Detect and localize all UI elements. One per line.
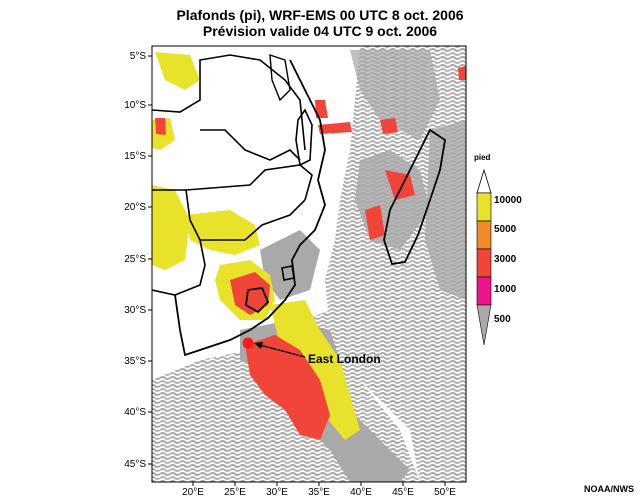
map-title-line2: Prévision valide 04 UTC 9 oct. 2006: [202, 23, 438, 39]
legend: pied 10000 5000 3000 1000 500: [474, 153, 522, 346]
lat-label: 15°S: [124, 151, 146, 162]
legend-swatch-500: [476, 304, 492, 346]
lat-label: 20°S: [124, 202, 146, 213]
red-area-comoros: [380, 118, 398, 134]
border-angola-zambia: [152, 54, 306, 151]
legend-label: 1000: [494, 284, 517, 295]
lake-malawi: [295, 108, 313, 167]
legend-label: 3000: [494, 254, 517, 265]
lat-axis: 5°S 10°S 15°S 20°S 25°S 30°S 35°S 40°S 4…: [124, 51, 152, 470]
border-botswana: [200, 199, 306, 241]
border-namibia: [152, 189, 206, 296]
lake-tanganyika: [269, 54, 291, 102]
red-area-cape-sea: [245, 335, 330, 440]
red-area-lesotho: [230, 272, 270, 315]
east-london-marker: [242, 337, 254, 349]
red-area-north-east: [458, 66, 466, 80]
east-london-arrow: [255, 343, 306, 358]
lat-label: 25°S: [124, 254, 146, 265]
madagascar-outline: [383, 128, 446, 266]
swaziland-outline: [281, 265, 295, 281]
red-area-tanzania: [315, 100, 328, 118]
map-frame: [151, 45, 467, 483]
lesotho-outline: [245, 287, 270, 314]
gray-cloud-mozambique: [260, 230, 320, 300]
credit-label: NOAA/NWS: [584, 484, 634, 494]
lon-label: 50°E: [434, 487, 456, 498]
legend-title: pied: [474, 153, 491, 162]
yellow-area-north-west: [155, 52, 200, 90]
legend-label: 5000: [494, 224, 517, 235]
gray-cloud-east-sea: [425, 120, 466, 300]
east-london-label: East London: [308, 352, 381, 366]
lat-label: 45°S: [124, 459, 146, 470]
border-zambia-south: [200, 129, 301, 161]
legend-swatch-10000: [476, 192, 492, 222]
red-area-moz-channel: [365, 205, 385, 240]
red-area-madagascar: [385, 170, 415, 200]
map-title-line1: Plafonds (pi), WRF-EMS 00 UTC 8 oct. 200…: [176, 7, 464, 23]
lon-label: 20°E: [182, 487, 204, 498]
legend-label: 500: [494, 314, 511, 325]
lat-label: 35°S: [124, 356, 146, 367]
coastline-east-africa: [174, 59, 326, 357]
lat-label: 30°S: [124, 305, 146, 316]
legend-swatch-1000: [476, 276, 492, 306]
yellow-area-botswana: [185, 210, 260, 255]
red-area-angola: [155, 118, 166, 135]
border-southern-africa: [185, 164, 313, 201]
lat-label: 10°S: [124, 100, 146, 111]
lon-label: 45°E: [392, 487, 414, 498]
lon-label: 30°E: [266, 487, 288, 498]
legend-label: 10000: [494, 195, 522, 206]
east-london-arrowhead: [254, 342, 263, 349]
lon-label: 40°E: [350, 487, 372, 498]
lat-label: 5°S: [130, 51, 147, 62]
lon-axis: 20°E 25°E 30°E 35°E 40°E 45°E 50°E: [182, 482, 456, 498]
lon-label: 25°E: [224, 487, 246, 498]
gray-cloud-north: [350, 50, 440, 140]
yellow-area-angola-coast: [152, 185, 190, 270]
yellow-area-south-sea: [270, 300, 360, 440]
legend-swatch-5000: [476, 220, 492, 250]
lon-label: 35°E: [308, 487, 330, 498]
red-area-coast-strip: [318, 122, 352, 134]
lat-label: 40°S: [124, 407, 146, 418]
legend-swatch-3000: [476, 248, 492, 278]
legend-top-arrow: [476, 168, 492, 194]
